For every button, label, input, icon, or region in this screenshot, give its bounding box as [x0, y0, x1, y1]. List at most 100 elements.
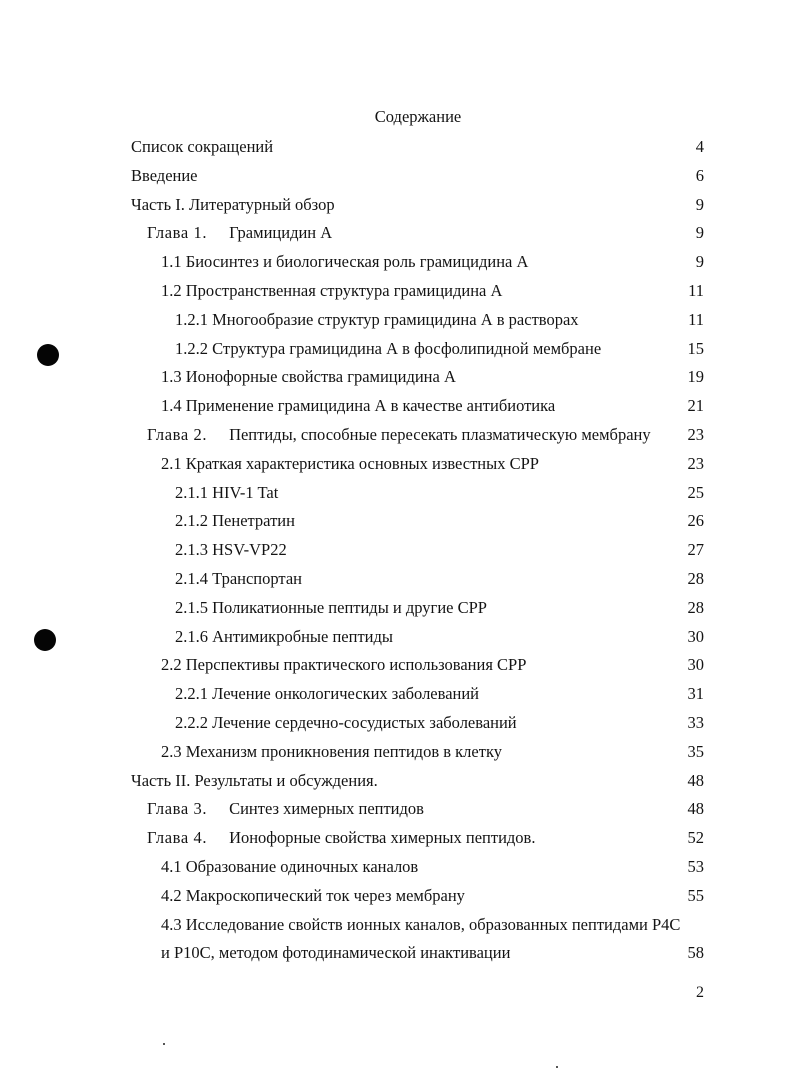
toc-entry: и P10C, методом фотодинамической инактив…: [0, 942, 793, 964]
toc-entry-label: 2.2 Перспективы практического использова…: [161, 655, 527, 675]
toc-entry: 4.2 Макроскопический ток через мембрану 5…: [0, 885, 793, 907]
punch-hole-mark: [34, 629, 56, 651]
chapter-title: Пептиды, способные пересекать плазматиче…: [229, 425, 651, 444]
toc-entry: 1.3 Ионофорные свойства грамицидина А 19: [0, 366, 793, 388]
toc-entry-page: 28: [687, 569, 705, 588]
toc-entry-label: 4.1 Образование одиночных каналов: [161, 857, 419, 876]
toc-entry: 2.2 Перспективы практического использова…: [0, 654, 793, 676]
toc-entry-label: Список сокращений: [131, 137, 274, 156]
toc-entry: 2.2.2 Лечение сердечно-сосудистых заболе…: [0, 712, 793, 734]
toc-entry-page: 35: [687, 741, 705, 761]
toc-entry: 2.1.2 Пенетратин 26: [0, 510, 793, 532]
chapter-number: Глава 1.: [147, 223, 208, 243]
toc-entry-label: 1.2.2 Структура грамицидина А в фосфолип…: [175, 338, 602, 358]
chapter-title: Грамицидин А: [229, 223, 333, 243]
toc-entry: 1.1 Биосинтез и биологическая роль грами…: [0, 251, 793, 273]
toc-entry-page: 9: [695, 223, 704, 243]
punch-hole-mark: [37, 344, 59, 366]
toc-entry-page: 53: [687, 857, 705, 876]
toc-entry-page: 31: [687, 684, 705, 704]
toc-entry: 1.4 Применение грамицидина А в качестве …: [0, 395, 793, 417]
toc-entry: 1.2.1 Многообразие структур грамицидина …: [0, 309, 793, 331]
toc-entry-label: Глава 3. Синтез химерных пептидов: [147, 798, 424, 820]
toc-entry-page: 58: [687, 943, 705, 963]
toc-entry-label: 2.1.3 HSV-VP22: [175, 540, 287, 560]
toc-entry-label: Глава 4. Ионофорные свойства химерных пеп…: [147, 827, 535, 849]
toc-entry-label: Часть I. Литературный обзор: [131, 194, 335, 214]
toc-entry: 4.1 Образование одиночных каналов 53: [0, 856, 793, 878]
toc-entry-page: 27: [687, 540, 705, 560]
toc-entry-label: Глава 2. Пептиды, способные пересекать пл…: [147, 424, 651, 446]
toc-entry: 2.1.6 Антимикробные пептиды 30: [0, 626, 793, 648]
toc-entry-page: 25: [687, 482, 705, 502]
toc-entry: 1.2 Пространственная структура грамициди…: [0, 280, 793, 302]
toc-entry-label: 1.3 Ионофорные свойства грамицидина А: [161, 367, 456, 387]
toc-entry-page: 30: [687, 626, 705, 646]
page-number: 2: [696, 984, 704, 1001]
toc-entry-label: 2.2.1 Лечение онкологических заболеваний: [175, 684, 480, 704]
toc-entry-label: 4.3 Исследование свойств ионных каналов,…: [161, 914, 681, 934]
toc-entry-page: 28: [687, 597, 705, 617]
scan-speck: [163, 1043, 165, 1045]
toc-entry-page: 9: [695, 194, 704, 214]
toc-entry: 2.1.3 HSV-VP22 27: [0, 539, 793, 561]
toc-entry-page: 23: [687, 453, 705, 473]
toc-entry: Глава 1. Грамицидин А 9: [0, 222, 793, 244]
toc-entry-label: Часть II. Результаты и обсуждения.: [131, 770, 378, 790]
toc-entry-page: 9: [695, 252, 704, 272]
toc-entry-page: 15: [687, 338, 705, 358]
toc-entry: Глава 3. Синтез химерных пептидов 48: [0, 798, 793, 820]
chapter-title: Ионофорные свойства химерных пептидов.: [229, 828, 536, 848]
toc-entry-page: 48: [687, 799, 705, 819]
toc-entry: 2.3 Механизм проникновения пептидов в кл…: [0, 741, 793, 763]
chapter-number: Глава 2.: [147, 425, 208, 444]
toc-entry-page: 23: [687, 425, 705, 444]
chapter-number: Глава 4.: [147, 828, 208, 848]
toc-entry-label: 2.1.4 Транспортан: [175, 569, 302, 588]
toc-entry-label: 2.3 Механизм проникновения пептидов в кл…: [161, 741, 502, 761]
toc-entry-page: 11: [688, 281, 704, 300]
toc-entry: 2.2.1 Лечение онкологических заболеваний…: [0, 683, 793, 705]
toc-entry: Список сокращений 4: [0, 136, 793, 158]
toc-entry-label: 2.2.2 Лечение сердечно-сосудистых заболе…: [175, 713, 517, 732]
toc-entry-page: 52: [687, 828, 705, 848]
toc-entry-page: 19: [687, 367, 705, 387]
toc-entry: 2.1.1 HIV-1 Tat 25: [0, 482, 793, 504]
toc-entry-label: 2.1.5 Поликатионные пептиды и другие CPP: [175, 597, 487, 617]
toc-entry-label: 2.1.2 Пенетратин: [175, 511, 295, 531]
toc-entry-label: Глава 1. Грамицидин А: [147, 222, 332, 244]
toc-title: Содержание: [374, 107, 462, 126]
chapter-number: Глава 3.: [147, 799, 208, 819]
toc-entry-page: 21: [687, 396, 705, 416]
toc-entry: 2.1.5 Поликатионные пептиды и другие CPP…: [0, 597, 793, 619]
toc-entry-page: 4: [695, 137, 704, 156]
toc-entry-label: 4.2 Макроскопический ток через мембрану: [161, 885, 465, 905]
toc-entry-label: 2.1.6 Антимикробные пептиды: [175, 626, 393, 646]
toc-entry-label: 1.4 Применение грамицидина А в качестве …: [161, 396, 556, 416]
toc-entry-page: 11: [688, 309, 704, 329]
toc-entry: 2.1 Краткая характеристика основных изве…: [0, 453, 793, 475]
toc-entry: Введение 6: [0, 165, 793, 187]
toc-entry-label: 2.1.1 HIV-1 Tat: [175, 482, 279, 502]
toc-entry: 4.3 Исследование свойств ионных каналов,…: [0, 914, 793, 936]
toc-entry: Часть I. Литературный обзор 9: [0, 194, 793, 216]
toc-entry: Часть II. Результаты и обсуждения. 48: [0, 770, 793, 792]
toc-entry-label: 1.2.1 Многообразие структур грамицидина …: [175, 309, 579, 329]
toc-entry-label: Введение: [131, 165, 198, 185]
toc-entry-page: 48: [687, 770, 705, 790]
scan-speck: [556, 1066, 558, 1068]
chapter-title: Синтез химерных пептидов: [229, 799, 424, 819]
toc-entry: Глава 4. Ионофорные свойства химерных пеп…: [0, 827, 793, 849]
toc-entry-page: 26: [687, 511, 705, 531]
toc-entry-label: 1.1 Биосинтез и биологическая роль грами…: [161, 252, 529, 272]
toc-entry-label: и P10C, методом фотодинамической инактив…: [161, 943, 511, 963]
toc-entry-page: 6: [695, 165, 704, 185]
toc-entry: Глава 2. Пептиды, способные пересекать пл…: [0, 424, 793, 446]
toc-entry-page: 30: [687, 655, 705, 675]
toc-entry: 1.2.2 Структура грамицидина А в фосфолип…: [0, 338, 793, 360]
toc-entry-page: 33: [687, 713, 705, 732]
toc-entry-label: 2.1 Краткая характеристика основных изве…: [161, 453, 539, 473]
toc-entry-label: 1.2 Пространственная структура грамициди…: [161, 281, 503, 300]
toc-entry: 2.1.4 Транспортан 28: [0, 568, 793, 590]
toc-entry-page: 55: [687, 885, 705, 905]
